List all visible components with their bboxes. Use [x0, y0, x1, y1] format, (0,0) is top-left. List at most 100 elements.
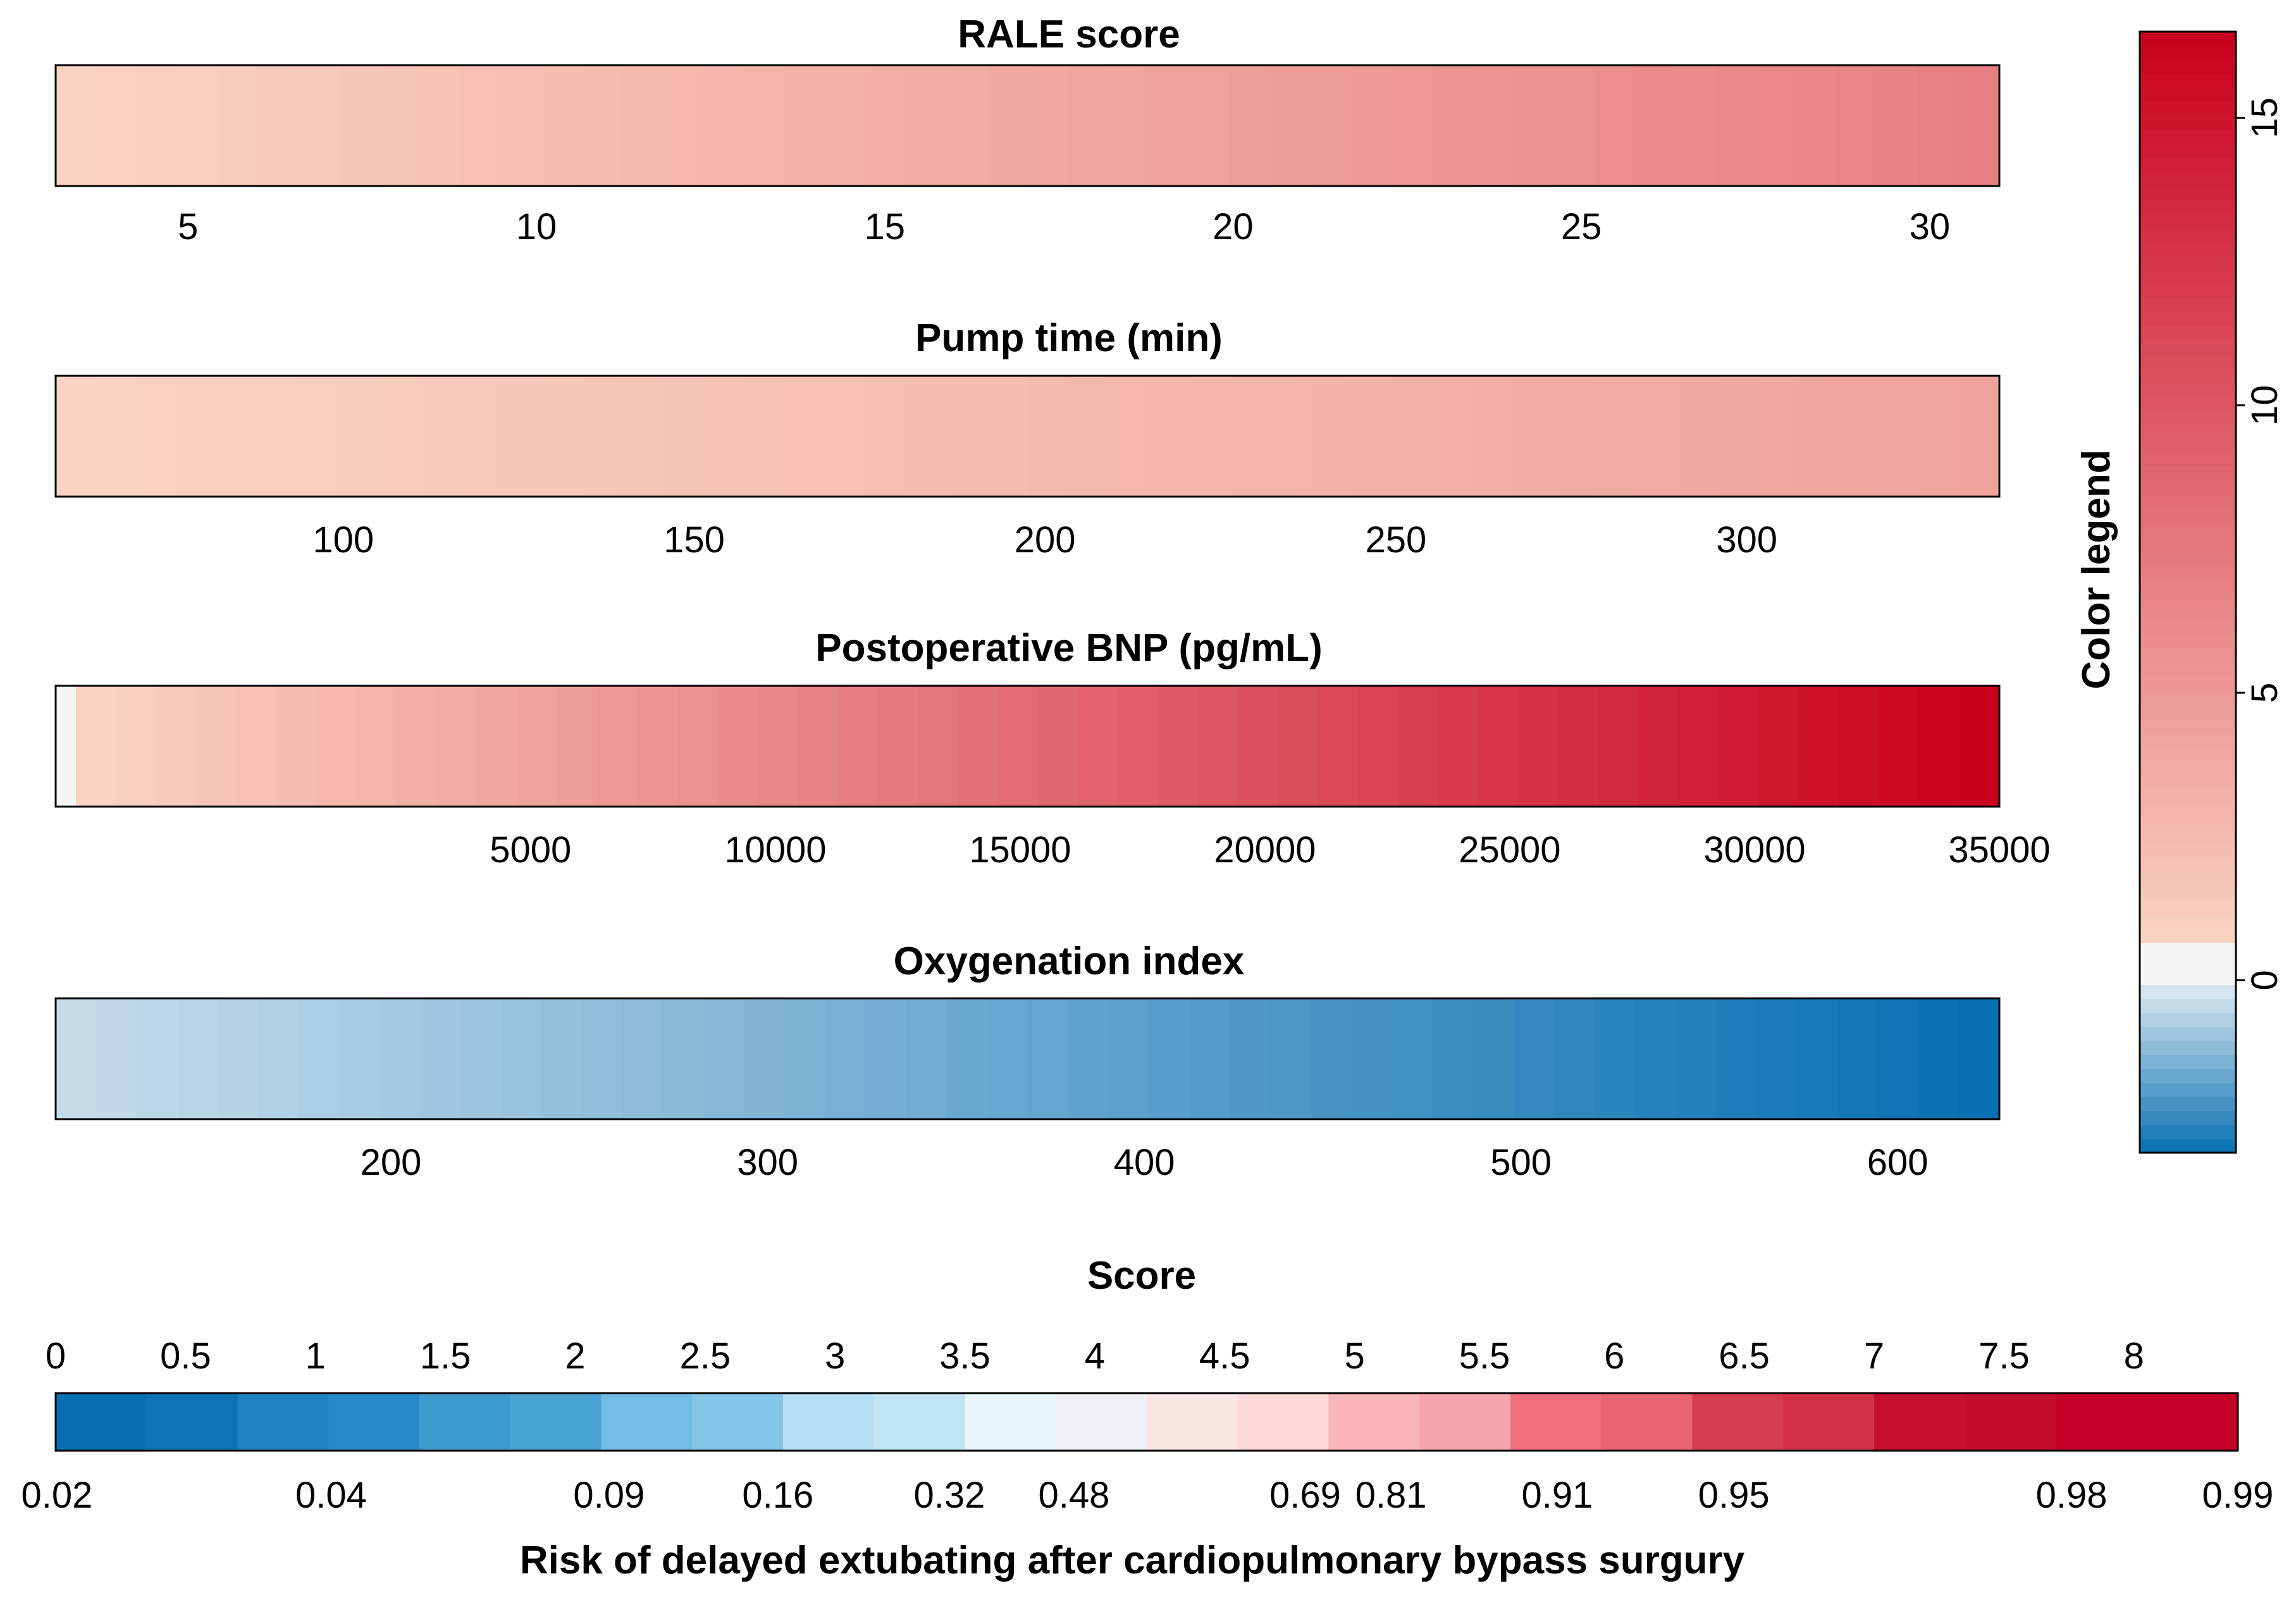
pump-color-segment — [1877, 376, 1919, 497]
oxy-color-segment — [825, 998, 867, 1119]
bnp-color-segment — [917, 686, 958, 807]
rale-color-segment — [1270, 65, 1312, 186]
risk-tick-label: 0.99 — [2202, 1475, 2274, 1516]
oxy-color-segment — [1553, 998, 1595, 1119]
score-tick-label: 6.5 — [1719, 1336, 1770, 1377]
legend-color-segment — [2140, 1069, 2236, 1084]
rale-color-segment — [1351, 65, 1393, 186]
legend-color-segment — [2140, 171, 2236, 187]
risk-tick-label: 0.02 — [22, 1475, 93, 1516]
pump-tick-label: 100 — [312, 519, 374, 561]
pump-color-segment — [1918, 376, 1960, 497]
score-tick-label: 4 — [1085, 1336, 1105, 1377]
pump-color-segment — [420, 376, 462, 497]
rale-color-segment — [1432, 65, 1474, 186]
score-tick-label: 4.5 — [1199, 1336, 1250, 1377]
oxy-color-segment — [1351, 998, 1393, 1119]
score-tick-label: 3 — [825, 1336, 845, 1377]
oxy-color-segment — [177, 998, 218, 1119]
bnp-color-segment — [1438, 686, 1479, 807]
oxy-color-segment — [1715, 998, 1757, 1119]
pump-tick-label: 200 — [1015, 519, 1076, 561]
score-tick-label: 0 — [46, 1336, 66, 1377]
bnp-color-segment — [1037, 686, 1078, 807]
pump-color-segment — [96, 376, 137, 497]
risk-color-segment — [1328, 1393, 1421, 1451]
oxy-color-segment — [1594, 998, 1636, 1119]
pump-color-segment — [1837, 376, 1879, 497]
bnp-tick-label: 5000 — [490, 829, 571, 871]
risk-tick-label: 0.04 — [295, 1475, 367, 1516]
bnp-color-segment — [1719, 686, 1760, 807]
legend-color-segment — [2140, 1110, 2236, 1126]
rale-color-segment — [96, 65, 137, 186]
rale-color-segment — [541, 65, 583, 186]
legend-color-segment — [2140, 1082, 2236, 1098]
bnp-color-segment — [1197, 686, 1239, 807]
legend-color-segment — [2140, 1096, 2236, 1112]
legend-color-segment — [2140, 942, 2236, 957]
pump-color-segment — [177, 376, 218, 497]
oxy-color-segment — [906, 998, 947, 1119]
rale-color-segment — [1392, 65, 1433, 186]
rale-color-segment — [1068, 65, 1109, 186]
bnp-color-segment — [1758, 686, 1800, 807]
oxy-title: Oxygenation index — [894, 940, 1245, 983]
pump-color-segment — [1594, 376, 1636, 497]
oxy-color-segment — [1634, 998, 1676, 1119]
oxy-color-segment — [1958, 998, 2000, 1119]
legend-color-segment — [2140, 522, 2236, 537]
oxy-color-segment — [703, 998, 745, 1119]
rale-color-segment — [1918, 65, 1960, 186]
pump-tick-label: 150 — [663, 519, 725, 561]
legend-color-segment — [2140, 368, 2236, 383]
oxy-color-segment — [541, 998, 583, 1119]
bnp-color-segment — [1358, 686, 1399, 807]
legend-color-segment — [2140, 1138, 2236, 1153]
risk-color-segment — [510, 1393, 602, 1451]
legend-color-segment — [2140, 115, 2236, 130]
pump-color-segment — [1149, 376, 1190, 497]
rale-color-segment — [460, 65, 502, 186]
risk-tick-label: 0.91 — [1521, 1475, 1593, 1516]
legend-color-segment — [2140, 270, 2236, 285]
score-tick-label: 7 — [1864, 1336, 1884, 1377]
pump-color-segment — [703, 376, 745, 497]
pump-color-segment — [1270, 376, 1312, 497]
oxy-color-segment — [1756, 998, 1798, 1119]
score-tick-label: 8 — [2124, 1336, 2144, 1377]
bnp-color-segment — [1398, 686, 1439, 807]
pump-color-segment — [906, 376, 947, 497]
bnp-color-segment — [1238, 686, 1279, 807]
risk-color-segment — [1147, 1393, 1238, 1451]
oxy-color-segment — [1149, 998, 1190, 1119]
score-tick-label: 1.5 — [420, 1336, 471, 1377]
rale-color-segment — [1715, 65, 1757, 186]
pump-color-segment — [1472, 376, 1514, 497]
legend-color-segment — [2140, 648, 2236, 663]
legend-color-segment — [2140, 592, 2236, 607]
risk-color-segment — [2056, 1393, 2148, 1451]
bnp-panel: Postoperative BNP (pg/mL) 5000 10000 15000 2… — [54, 626, 2051, 871]
legend-color-segment — [2140, 32, 2236, 46]
legend-color-segment — [2140, 59, 2236, 75]
risk-tick-label: 0.48 — [1039, 1475, 1110, 1516]
pump-color-segment — [1432, 376, 1474, 497]
bnp-color-segment — [877, 686, 918, 807]
legend-color-segment — [2140, 984, 2236, 1000]
rale-color-segment — [1149, 65, 1190, 186]
bnp-color-segment — [717, 686, 758, 807]
bnp-color-segment — [1679, 686, 1720, 807]
legend-color-segment — [2140, 802, 2236, 817]
oxy-color-segment — [420, 998, 462, 1119]
bnp-color-segment — [1278, 686, 1319, 807]
score-tick-label: 1 — [306, 1336, 326, 1377]
oxy-color-segment — [1392, 998, 1433, 1119]
oxy-bar-frame — [54, 997, 2001, 1120]
legend-color-segment — [2140, 634, 2236, 649]
oxy-color-segment — [299, 998, 340, 1119]
legend-color-segment — [2140, 256, 2236, 271]
bnp-color-segment — [557, 686, 598, 807]
pump-color-segment — [1351, 376, 1393, 497]
pump-color-segment — [460, 376, 502, 497]
